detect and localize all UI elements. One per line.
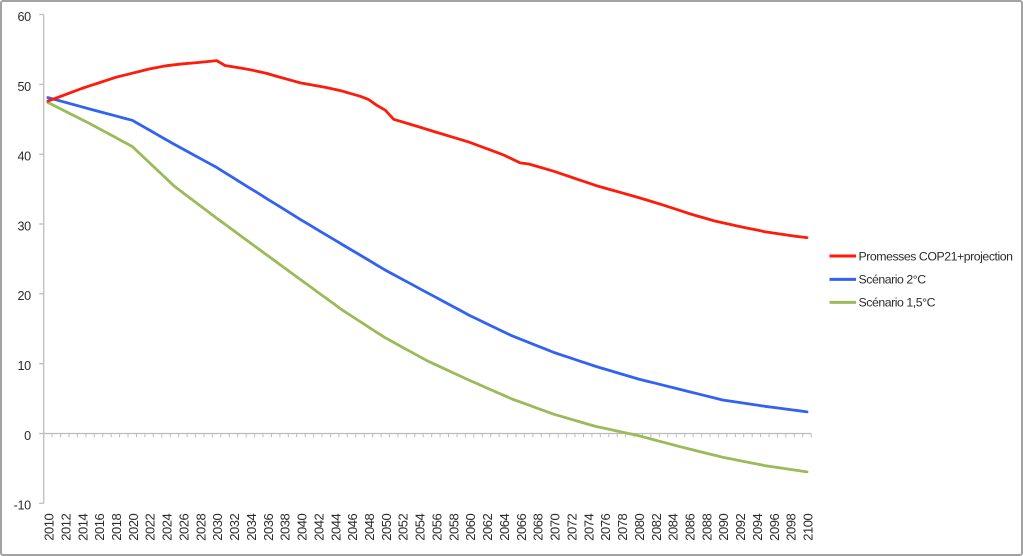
svg-text:2082: 2082: [649, 513, 664, 540]
svg-text:2044: 2044: [328, 513, 343, 540]
svg-text:Scénario 2°C: Scénario 2°C: [859, 273, 927, 287]
svg-text:2030: 2030: [210, 513, 225, 540]
svg-text:40: 40: [17, 150, 31, 164]
svg-text:2076: 2076: [598, 513, 613, 540]
svg-text:2054: 2054: [413, 513, 428, 540]
svg-text:2012: 2012: [58, 513, 73, 540]
svg-text:2098: 2098: [784, 513, 799, 540]
svg-text:2046: 2046: [345, 513, 360, 540]
svg-text:2094: 2094: [750, 513, 765, 540]
svg-text:2040: 2040: [294, 513, 309, 540]
svg-text:2084: 2084: [666, 513, 681, 540]
svg-text:2090: 2090: [716, 513, 731, 540]
svg-text:2070: 2070: [548, 513, 563, 540]
svg-text:2088: 2088: [699, 513, 714, 540]
svg-text:10: 10: [17, 359, 31, 373]
svg-text:2060: 2060: [463, 513, 478, 540]
svg-text:2048: 2048: [362, 513, 377, 540]
svg-text:50: 50: [17, 80, 31, 94]
svg-text:2080: 2080: [632, 513, 647, 540]
svg-text:2038: 2038: [278, 513, 293, 540]
svg-text:2058: 2058: [446, 513, 461, 540]
svg-text:2042: 2042: [311, 513, 326, 540]
svg-text:2072: 2072: [564, 513, 579, 540]
svg-text:2078: 2078: [615, 513, 630, 540]
svg-text:Promesses COP21+projection: Promesses COP21+projection: [859, 249, 1014, 263]
svg-text:0: 0: [24, 429, 31, 443]
svg-text:2014: 2014: [75, 513, 90, 540]
svg-text:2018: 2018: [109, 513, 124, 540]
svg-text:30: 30: [17, 219, 31, 233]
svg-text:2026: 2026: [176, 513, 191, 540]
svg-text:2086: 2086: [683, 513, 698, 540]
svg-text:2064: 2064: [497, 513, 512, 540]
svg-text:2068: 2068: [531, 513, 546, 540]
svg-text:2028: 2028: [193, 513, 208, 540]
svg-text:2100: 2100: [801, 513, 816, 540]
svg-text:2024: 2024: [160, 513, 175, 540]
svg-text:2092: 2092: [733, 513, 748, 540]
svg-text:2022: 2022: [143, 513, 158, 540]
svg-text:2062: 2062: [480, 513, 495, 540]
svg-text:2032: 2032: [227, 513, 242, 540]
svg-text:2096: 2096: [767, 513, 782, 540]
svg-text:2034: 2034: [244, 513, 259, 540]
svg-text:Scénario 1,5°C: Scénario 1,5°C: [859, 296, 936, 310]
svg-text:-10: -10: [14, 499, 31, 513]
svg-text:2016: 2016: [92, 513, 107, 540]
svg-text:2020: 2020: [126, 513, 141, 540]
svg-text:2056: 2056: [429, 513, 444, 540]
svg-text:2052: 2052: [396, 513, 411, 540]
svg-text:2010: 2010: [41, 513, 56, 540]
svg-text:60: 60: [17, 10, 31, 24]
svg-text:20: 20: [17, 289, 31, 303]
svg-text:2036: 2036: [261, 513, 276, 540]
svg-text:2066: 2066: [514, 513, 529, 540]
svg-text:2050: 2050: [379, 513, 394, 540]
svg-text:2074: 2074: [581, 513, 596, 540]
